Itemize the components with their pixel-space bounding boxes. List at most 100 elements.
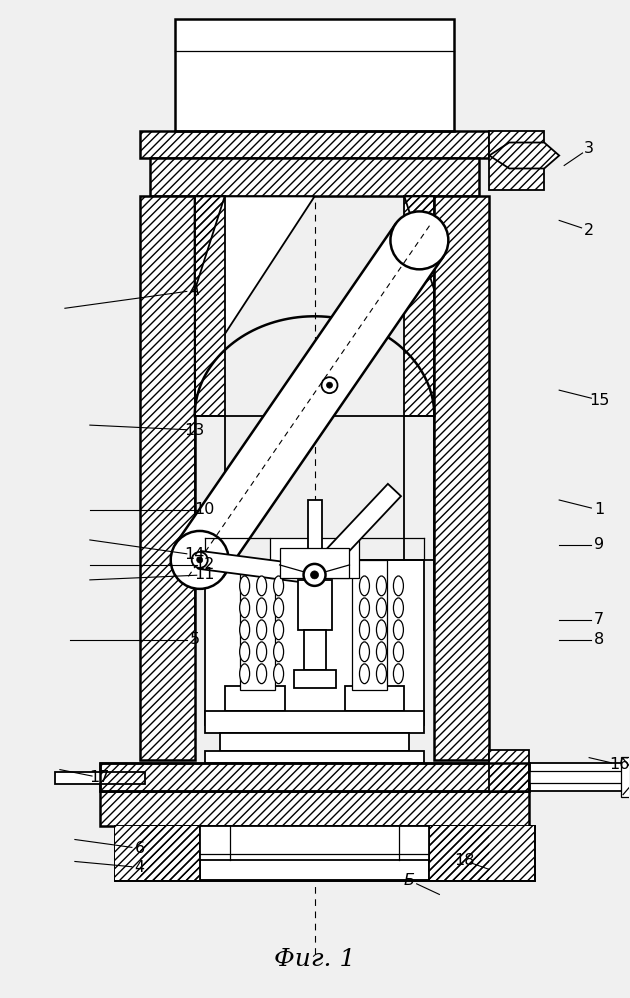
Bar	[434, 197, 490, 759]
Text: 9: 9	[594, 538, 604, 553]
Bar	[297, 580, 331, 630]
Text: 4: 4	[135, 860, 145, 875]
Polygon shape	[490, 143, 559, 169]
Ellipse shape	[273, 664, 284, 684]
Bar	[490, 770, 629, 782]
Text: 7: 7	[594, 613, 604, 628]
Ellipse shape	[393, 620, 403, 640]
Text: 14: 14	[185, 548, 205, 563]
Text: 6: 6	[135, 841, 145, 856]
Ellipse shape	[393, 598, 403, 618]
Bar	[140, 197, 195, 759]
Circle shape	[197, 557, 203, 563]
Ellipse shape	[273, 620, 284, 640]
Bar	[195, 197, 225, 416]
Ellipse shape	[256, 620, 266, 640]
Bar	[490, 131, 544, 191]
Ellipse shape	[377, 664, 386, 684]
Polygon shape	[404, 197, 434, 290]
Polygon shape	[307, 500, 321, 575]
Ellipse shape	[377, 598, 386, 618]
Bar	[140, 131, 490, 159]
Bar	[150, 159, 479, 197]
Bar	[430, 825, 534, 880]
Ellipse shape	[239, 620, 249, 640]
Bar	[345, 686, 404, 711]
Ellipse shape	[273, 576, 284, 596]
Text: Фиг. 1: Фиг. 1	[274, 948, 355, 971]
Bar	[239, 560, 275, 690]
Ellipse shape	[256, 664, 266, 684]
Circle shape	[171, 531, 229, 589]
Ellipse shape	[273, 598, 284, 618]
Bar	[115, 825, 534, 880]
Text: 13: 13	[185, 422, 205, 437]
Ellipse shape	[377, 576, 386, 596]
Text: 18: 18	[454, 853, 474, 868]
Bar	[100, 762, 529, 790]
Text: 8: 8	[594, 633, 604, 648]
Bar	[621, 756, 630, 796]
Ellipse shape	[239, 598, 249, 618]
Bar	[490, 749, 529, 791]
Circle shape	[311, 571, 319, 579]
Ellipse shape	[360, 598, 369, 618]
Text: 1: 1	[594, 502, 604, 518]
Circle shape	[192, 552, 208, 568]
Bar	[404, 197, 434, 416]
Text: Б: Б	[404, 873, 415, 888]
Text: 16: 16	[609, 757, 629, 772]
Bar	[140, 131, 490, 159]
Bar	[490, 131, 544, 191]
Text: 2: 2	[584, 223, 594, 238]
Polygon shape	[308, 484, 401, 581]
Ellipse shape	[393, 642, 403, 662]
Polygon shape	[195, 197, 314, 380]
Bar	[404, 197, 434, 416]
Polygon shape	[198, 551, 316, 584]
Bar	[270, 538, 360, 578]
Ellipse shape	[239, 664, 249, 684]
Bar	[55, 771, 145, 783]
Bar	[205, 560, 425, 725]
Bar	[225, 686, 285, 711]
Polygon shape	[176, 224, 444, 576]
Ellipse shape	[256, 576, 266, 596]
Text: 12: 12	[195, 558, 215, 573]
Bar	[175, 19, 454, 149]
Bar	[490, 749, 529, 791]
Ellipse shape	[377, 620, 386, 640]
Bar	[205, 750, 425, 762]
Text: 5: 5	[190, 633, 200, 648]
Text: 15: 15	[589, 392, 609, 407]
Circle shape	[321, 377, 338, 393]
Bar	[200, 825, 430, 860]
Bar	[140, 197, 195, 759]
Bar	[195, 197, 225, 416]
Polygon shape	[195, 197, 225, 290]
Bar	[100, 762, 529, 790]
Circle shape	[326, 382, 333, 388]
Bar	[205, 711, 425, 733]
Text: А: А	[189, 282, 200, 297]
Bar	[490, 762, 629, 790]
Bar	[220, 733, 410, 750]
Circle shape	[304, 564, 326, 586]
Ellipse shape	[393, 664, 403, 684]
Ellipse shape	[273, 642, 284, 662]
Text: 10: 10	[195, 502, 215, 518]
Ellipse shape	[360, 642, 369, 662]
Ellipse shape	[239, 642, 249, 662]
Text: 11: 11	[195, 568, 215, 583]
Bar	[280, 548, 350, 578]
Ellipse shape	[256, 642, 266, 662]
Text: 17: 17	[89, 770, 110, 785]
Bar	[100, 790, 529, 825]
Bar	[150, 159, 479, 197]
Bar	[100, 790, 529, 825]
Ellipse shape	[377, 642, 386, 662]
Ellipse shape	[256, 598, 266, 618]
Bar	[294, 670, 336, 688]
Bar	[353, 560, 387, 690]
Text: 3: 3	[584, 141, 594, 156]
